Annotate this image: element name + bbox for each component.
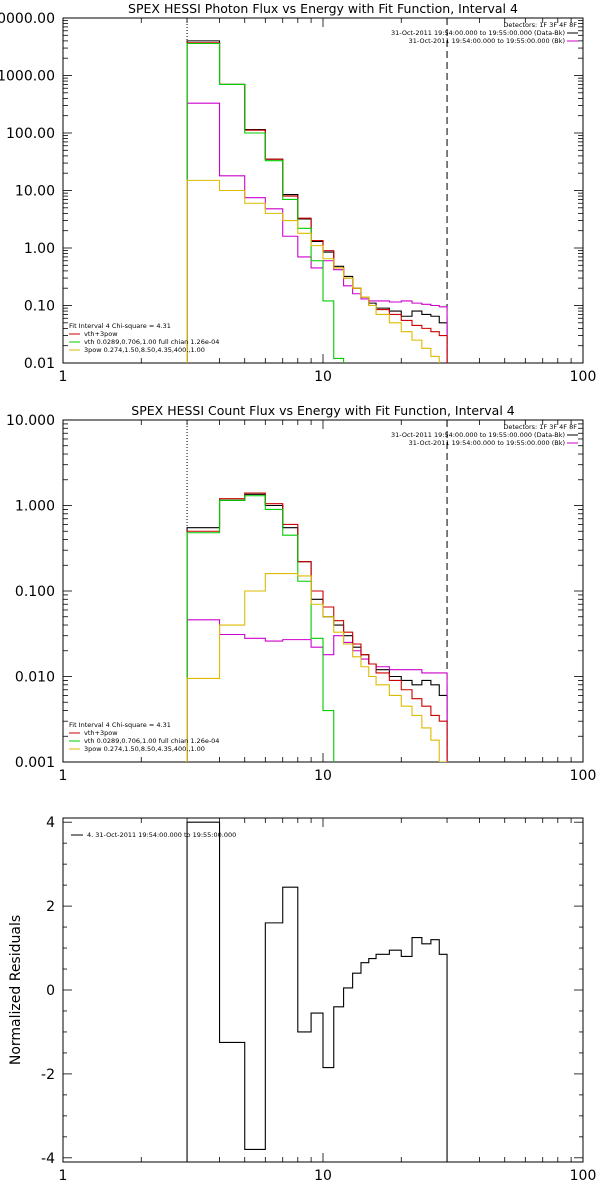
series-3pow [186, 573, 448, 762]
y-tick-label: 0 [46, 983, 55, 999]
series-vth-3pow [186, 42, 448, 363]
legend-label: 31-Oct-2011 19:54:00.000 to 19:55:00.000… [391, 431, 565, 439]
x-tick-label: 10 [314, 369, 332, 385]
series-group [186, 492, 448, 762]
series-residuals [186, 821, 448, 1162]
legend-label: 31-Oct-2011 19:54:00.000 to 19:55:00.000… [409, 37, 565, 45]
y-tick-label: -2 [41, 1067, 55, 1083]
y-tick-label: 0.001 [15, 755, 55, 771]
x-tick-label: 1 [59, 369, 68, 385]
fit-legend-header: Fit Interval 4 Chi-square = 4.31 [69, 322, 171, 330]
y-axis-label: Normalized Residuals [8, 915, 24, 1065]
chart-panel-3: 1 10 100 -4 -2 0 2 4 Normalized Residuals 4. 31-O… [8, 815, 596, 1184]
y-tick-label: 0.100 [15, 584, 55, 600]
chart-title: SPEX HESSI Photon Flux vs Energy with Fi… [128, 1, 518, 16]
chart-title: SPEX HESSI Count Flux vs Energy with Fit… [131, 403, 514, 418]
legend-label: 31-Oct-2011 19:54:00.000 to 19:55:00.000… [409, 439, 565, 447]
y-tick-label: 1.000 [15, 499, 55, 515]
series-vth [186, 42, 345, 363]
series-group [186, 40, 448, 363]
y-tick-label: 0.010 [15, 670, 55, 686]
detectors-label: Detectors: 1F 3F 4F 8F [503, 21, 577, 29]
series-bk [186, 102, 448, 363]
y-tick-label: 0.01 [24, 356, 55, 372]
legend-label: vth 0.0289,0.706,1.00 full chian 1.26e-0… [84, 737, 219, 745]
legend-label: 3pow 0.274,1.50,8.50,4.35,400.,1.00 [84, 745, 205, 753]
series-group [186, 821, 448, 1162]
y-tick-label: 10.000 [6, 413, 55, 429]
x-tick-label: 100 [570, 768, 597, 784]
chart-panel-1: SPEX HESSI Photon Flux vs Energy with Fi… [0, 1, 597, 385]
y-tick-label: 0.10 [24, 299, 55, 315]
x-tick-label: 100 [570, 1168, 597, 1184]
chart-panel-2: SPEX HESSI Count Flux vs Energy with Fit… [6, 403, 597, 784]
legend-label: 3pow 0.274,1.50,8.50,4.35,400.,1.00 [84, 346, 205, 354]
legend-label: vth+3pow [84, 729, 118, 737]
plot-frame [62, 817, 584, 1163]
x-tick-label: 10 [314, 1168, 332, 1184]
series-vth [186, 495, 335, 762]
series-data-bk [186, 40, 448, 363]
detectors-label: Detectors: 1F 3F 4F 8F [503, 423, 577, 431]
fit-legend-header: Fit Interval 4 Chi-square = 4.31 [69, 721, 171, 729]
y-tick-label: 4 [46, 815, 55, 831]
series-3pow [186, 179, 440, 363]
x-tick-label: 1 [59, 1168, 68, 1184]
y-tick-label: 2 [46, 899, 55, 915]
legend-label: 31-Oct-2011 19:54:00.000 to 19:55:00.000… [391, 29, 565, 37]
y-tick-label: -4 [41, 1151, 55, 1167]
x-tick-label: 1 [59, 768, 68, 784]
series-vth-3pow [186, 492, 448, 762]
y-tick-label: 1.00 [24, 241, 55, 257]
legend-label: 4. 31-Oct-2011 19:54:00.000 to 19:55:00.… [87, 831, 236, 839]
y-tick-label: 10000.00 [0, 11, 55, 27]
legend-label: vth+3pow [84, 330, 118, 338]
y-tick-label: 10.00 [15, 184, 55, 200]
legend-label: vth 0.0289,0.706,1.00 full chian 1.26e-0… [84, 338, 219, 346]
y-tick-label: 100.00 [6, 126, 55, 142]
x-tick-label: 100 [570, 369, 597, 385]
x-tick-label: 10 [314, 768, 332, 784]
plot-frame [62, 17, 584, 364]
series-data-bk [186, 493, 448, 762]
y-tick-label: 1000.00 [0, 69, 55, 85]
